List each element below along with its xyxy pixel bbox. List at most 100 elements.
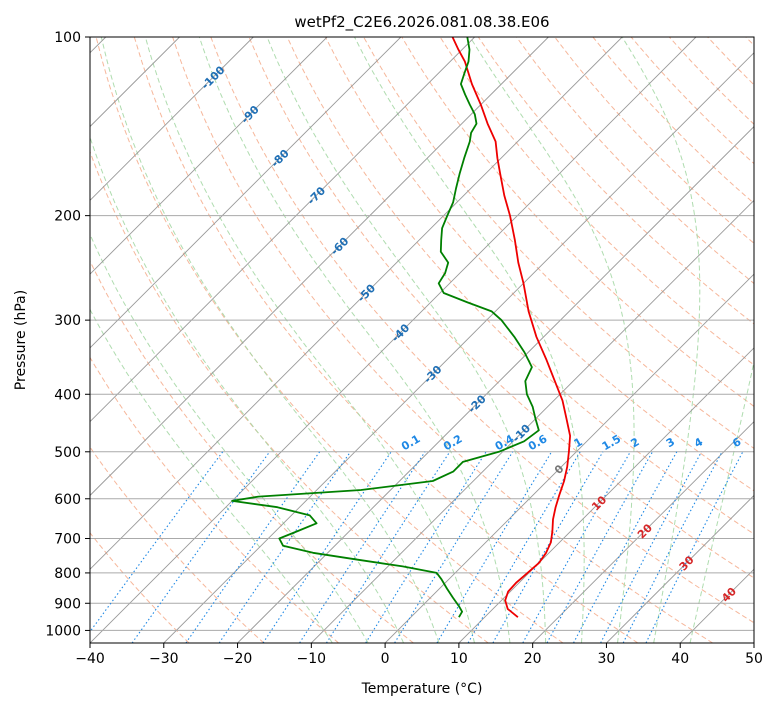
mixing-ratio-line (90, 451, 224, 633)
mixing-ratio-label: 1.5 (600, 432, 623, 453)
isotherm-label: -100 (199, 63, 228, 92)
mixing-ratio-lines (90, 451, 744, 643)
isotherm-line (90, 37, 549, 497)
dry-adiabat-line (554, 37, 754, 244)
isotherm-label: -90 (239, 103, 262, 126)
x-tick-label: 40 (671, 651, 689, 667)
mixing-ratio-line (622, 451, 723, 643)
y-tick-label: 500 (54, 445, 81, 461)
x-tick-label: 10 (450, 651, 468, 667)
dry-adiabat-line (630, 37, 754, 165)
y-tick-label: 1000 (45, 623, 81, 639)
y-tick-label: 600 (54, 492, 81, 508)
dry-adiabat-line (516, 37, 754, 285)
isotherms (90, 37, 754, 643)
moist-adiabat-line (90, 233, 369, 643)
mixing-ratio-line (218, 451, 351, 643)
isotherm-line (311, 199, 754, 643)
isotherm-label: -70 (305, 184, 328, 207)
moist-adiabat-line (266, 37, 547, 643)
isotherm-label: -80 (269, 147, 292, 170)
mixing-ratio-line (546, 451, 653, 643)
isotherm-line (679, 568, 754, 643)
y-tick-label: 900 (54, 596, 81, 612)
x-tick-label: −30 (149, 651, 179, 667)
dry-adiabat-line (90, 446, 265, 643)
dry-adiabat-line (439, 37, 754, 366)
dry-adiabat-line (90, 150, 489, 643)
isotherm-line (90, 37, 254, 201)
plot-area: 0.10.20.40.611.52346810131620253036-100-… (90, 37, 771, 643)
isotherm-line (90, 37, 697, 643)
mixing-ratio-label: 1 (572, 435, 585, 450)
isotherm-label: 30 (677, 553, 697, 573)
dry-adiabat-line (90, 259, 414, 643)
dry-adiabat-line (707, 37, 754, 86)
mixing-ratio-label: 0.1 (399, 432, 422, 453)
dry-adiabat-line (90, 532, 190, 643)
y-axis-ticks: 100 200 300 400 500 600 700 800 900 1000 (45, 30, 90, 639)
isotherm-label: 40 (719, 585, 739, 605)
mixing-ratio-label: 3 (664, 435, 677, 450)
dry-adiabat-line (95, 37, 564, 643)
isotherm-label: -60 (328, 235, 351, 258)
y-tick-label: 800 (54, 566, 81, 582)
isotherm-line (237, 125, 754, 643)
isotherm-line (458, 347, 754, 643)
moist-adiabat-line (354, 37, 585, 643)
dry-adiabat-line (592, 37, 754, 204)
x-axis-ticks: −40 −30 −20 −10 0 10 20 30 40 50 (75, 643, 763, 667)
mixing-ratio-line (325, 451, 451, 643)
moist-adiabat-line (144, 37, 475, 643)
mixing-ratio-line (645, 451, 744, 643)
moist-adiabat-line (469, 37, 635, 643)
x-tick-label: 50 (745, 651, 763, 667)
mixing-ratio-label: 2 (628, 435, 641, 450)
mixing-ratio-line (522, 451, 631, 643)
mixing-ratio-line (131, 451, 271, 643)
mixing-ratio-line (262, 451, 392, 643)
isotherm-line (606, 494, 754, 643)
dry-adiabat-line (745, 37, 754, 47)
moist-adiabat-line (90, 308, 333, 643)
isotherm-line (753, 642, 754, 643)
mixing-ratio-label: 8 (758, 435, 771, 450)
mixing-ratio-line (600, 451, 702, 643)
x-tick-label: −20 (223, 651, 253, 667)
mixing-ratio-line (436, 451, 553, 643)
mixing-ratio-label: 4 (692, 435, 705, 450)
y-tick-label: 300 (54, 313, 81, 329)
dry-adiabat-line (172, 37, 713, 643)
x-tick-label: −10 (297, 651, 327, 667)
y-tick-label: 200 (54, 209, 81, 225)
isobars (90, 37, 754, 631)
x-tick-label: −40 (75, 651, 105, 667)
temperature-profile (451, 37, 571, 618)
dry-adiabat-line (363, 37, 754, 449)
chart-title: wetPf2_C2E6.2026.081.08.38.E06 (294, 13, 549, 32)
isotherm-label: -40 (389, 321, 412, 344)
dry-adiabat-line (133, 37, 639, 643)
x-axis-label: Temperature (°C) (361, 681, 483, 697)
moist-adiabats (90, 37, 754, 643)
dry-adiabat-line (210, 37, 754, 624)
plot-frame (89, 36, 755, 644)
isotherm-line (90, 37, 475, 423)
moist-adiabat-line (100, 37, 440, 643)
x-tick-label: 30 (598, 651, 616, 667)
moist-adiabat-line (689, 359, 754, 643)
dry-adiabat-line (324, 37, 754, 492)
dry-adiabat-line (248, 37, 754, 579)
moist-adiabat-line (621, 37, 701, 643)
isotherm-label: 10 (589, 493, 609, 513)
y-axis-label: Pressure (hPa) (13, 290, 29, 390)
y-tick-label: 100 (54, 30, 81, 46)
sounding-profiles (231, 37, 571, 618)
isotherm-label: -50 (355, 281, 378, 304)
x-tick-label: 0 (381, 651, 390, 667)
dry-adiabat-line (90, 356, 339, 643)
isotherm-line (384, 273, 754, 643)
moist-adiabat-line (90, 135, 405, 643)
mixing-ratio-line (573, 451, 678, 643)
